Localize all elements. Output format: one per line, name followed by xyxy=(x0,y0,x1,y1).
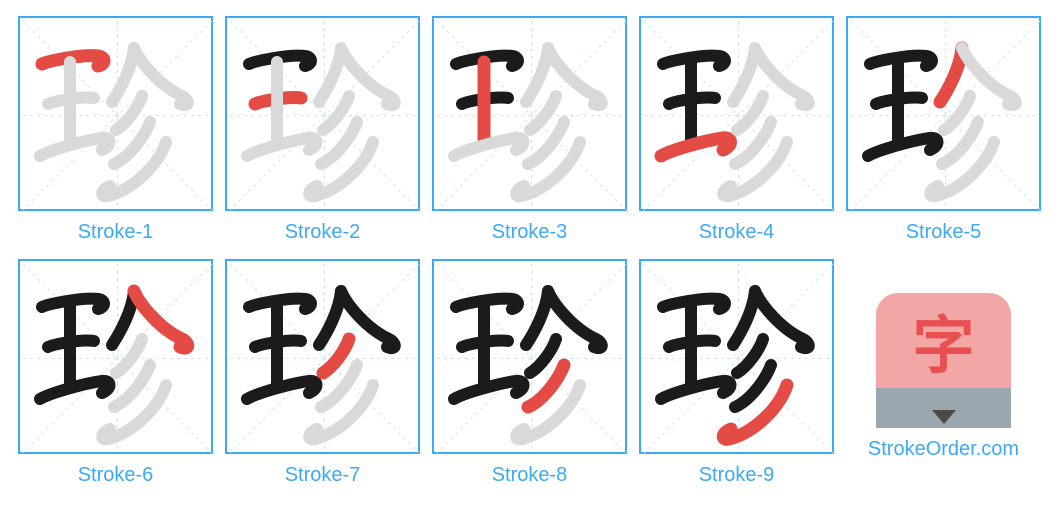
stroke-tile xyxy=(225,16,420,211)
stroke-label: Stroke-1 xyxy=(78,221,154,244)
stroke-cell: Stroke-2 xyxy=(225,16,420,251)
stroke-cell: Stroke-3 xyxy=(432,16,627,251)
stroke-cell: Stroke-4 xyxy=(639,16,834,251)
stroke-tile xyxy=(18,259,213,454)
stroke-cell: Stroke-7 xyxy=(225,259,420,494)
stroke-label: Stroke-8 xyxy=(492,464,568,487)
stroke-cell: Stroke-8 xyxy=(432,259,627,494)
stroke-label: Stroke-7 xyxy=(285,464,361,487)
stroke-label: Stroke-5 xyxy=(906,221,982,244)
stroke-cell: Stroke-1 xyxy=(18,16,213,251)
stroke-tile xyxy=(225,259,420,454)
logo-character: 字 xyxy=(912,295,974,385)
stroke-cell: Stroke-9 xyxy=(639,259,834,494)
logo-badge: 字 xyxy=(876,293,1011,388)
stroke-tile xyxy=(639,16,834,211)
stroke-tile xyxy=(18,16,213,211)
stroke-label: Stroke-2 xyxy=(285,221,361,244)
stroke-tile xyxy=(846,16,1041,211)
stroke-label: Stroke-9 xyxy=(699,464,775,487)
stroke-cell: Stroke-6 xyxy=(18,259,213,494)
stroke-label: Stroke-3 xyxy=(492,221,568,244)
site-logo-icon: 字 xyxy=(876,293,1011,428)
site-logo-cell: 字 StrokeOrder.com xyxy=(846,259,1041,494)
stroke-grid: Stroke-1 Stroke-2 Stroke-3 Stroke-4 Stro xyxy=(18,16,1032,494)
stroke-label: Stroke-6 xyxy=(78,464,154,487)
stroke-tile xyxy=(639,259,834,454)
stroke-cell: Stroke-5 xyxy=(846,16,1041,251)
site-link-label[interactable]: StrokeOrder.com xyxy=(868,438,1019,461)
stroke-label: Stroke-4 xyxy=(699,221,775,244)
logo-pen xyxy=(876,388,1011,428)
stroke-tile xyxy=(432,16,627,211)
stroke-tile xyxy=(432,259,627,454)
